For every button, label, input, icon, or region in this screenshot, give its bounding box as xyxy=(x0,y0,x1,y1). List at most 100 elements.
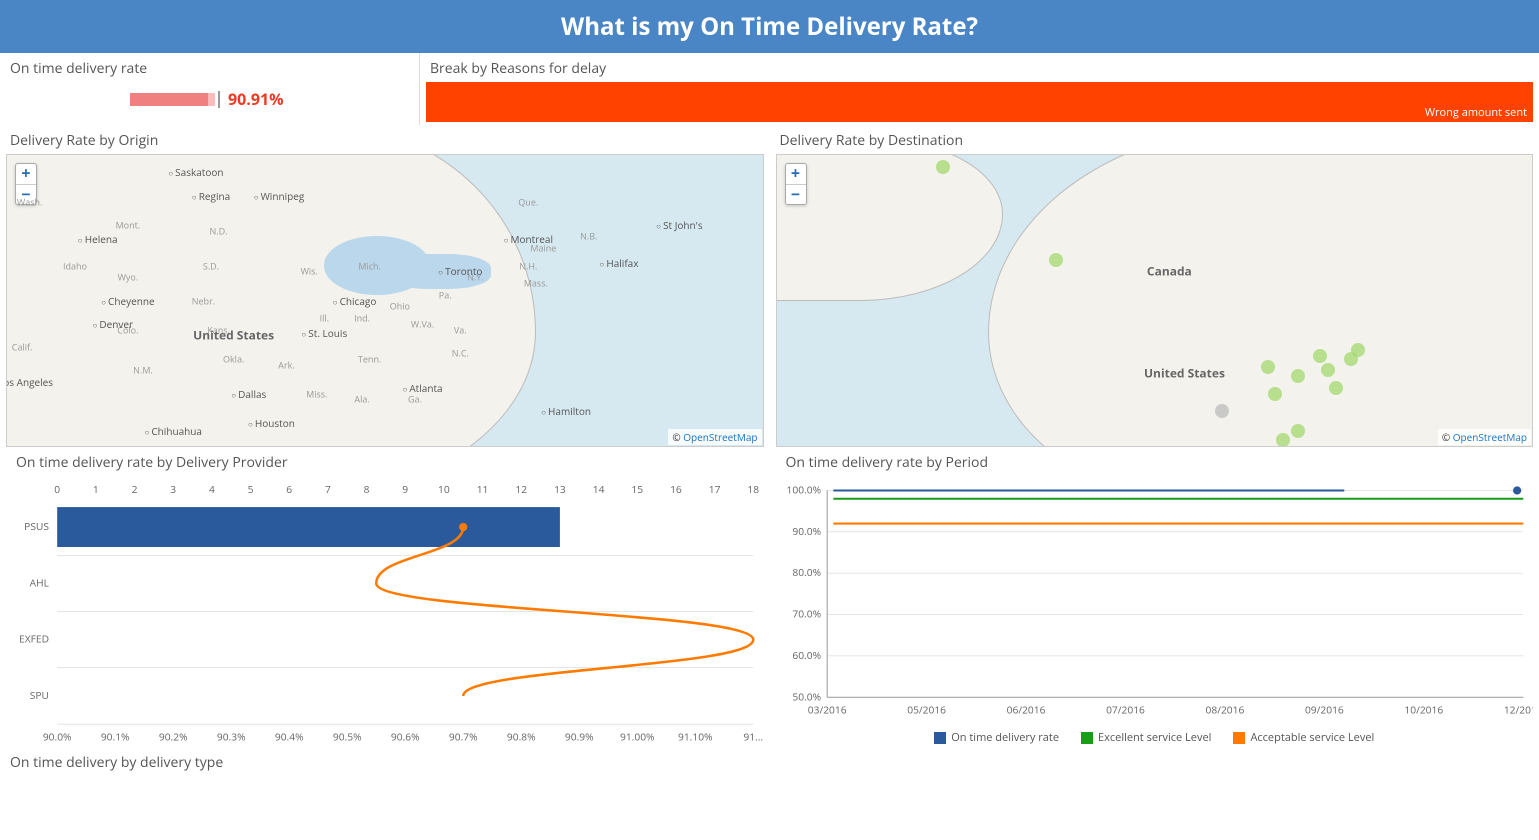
map-country-label: United States xyxy=(193,327,274,344)
svg-text:15: 15 xyxy=(631,482,643,496)
map-dest-attribution: © OpenStreetMap xyxy=(1438,429,1531,445)
map-city-label: Halifax xyxy=(599,256,638,270)
map-data-dot[interactable] xyxy=(1291,369,1305,383)
svg-text:90.0%: 90.0% xyxy=(792,524,821,538)
period-chart[interactable]: 50.0%60.0%70.0%80.0%90.0%100.0%03/201605… xyxy=(776,476,1534,747)
svg-text:60.0%: 60.0% xyxy=(792,648,821,662)
svg-text:12: 12 xyxy=(515,482,527,496)
svg-text:90.0%: 90.0% xyxy=(43,729,72,743)
map-data-dot[interactable] xyxy=(1215,404,1229,418)
charts-row: On time delivery rate by Delivery Provid… xyxy=(0,447,1539,747)
map-data-dot[interactable] xyxy=(1261,360,1275,374)
svg-text:90.9%: 90.9% xyxy=(565,729,594,743)
maps-row: Delivery Rate by Origin + − © OpenStreet… xyxy=(0,125,1539,447)
map-state-label: Ala. xyxy=(354,393,369,406)
page-header: What is my On Time Delivery Rate? xyxy=(0,0,1539,53)
legend-item[interactable]: Excellent service Level xyxy=(1081,730,1211,745)
map-city-label: Toronto xyxy=(438,264,482,278)
map-state-label: S.D. xyxy=(203,259,219,272)
map-state-label: Wyo. xyxy=(118,271,139,284)
map-data-dot[interactable] xyxy=(1329,381,1343,395)
map-dest-panel: Delivery Rate by Destination + − © OpenS… xyxy=(770,125,1539,447)
provider-chart-panel: On time delivery rate by Delivery Provid… xyxy=(0,447,770,747)
map-data-dot[interactable] xyxy=(936,160,950,174)
legend-swatch xyxy=(934,732,946,744)
svg-text:AHL: AHL xyxy=(30,575,50,589)
map-origin[interactable]: + − © OpenStreetMap Wash.Mont.N.D.IdahoS… xyxy=(6,154,764,447)
map-state-label: Mass. xyxy=(524,277,548,290)
map-data-dot[interactable] xyxy=(1276,433,1290,447)
svg-text:6: 6 xyxy=(286,482,292,496)
svg-text:03/2016: 03/2016 xyxy=(807,703,846,717)
map-state-label: N.M. xyxy=(133,364,153,377)
map-state-label: Ark. xyxy=(278,358,294,371)
footer-panel-title: On time delivery by delivery type xyxy=(0,747,1539,778)
svg-text:06/2016: 06/2016 xyxy=(1006,703,1045,717)
svg-text:EXFED: EXFED xyxy=(19,632,49,646)
map-data-dot[interactable] xyxy=(1351,343,1365,357)
map-state-label: Que. xyxy=(518,195,538,208)
zoom-in-button[interactable]: + xyxy=(16,164,36,184)
map-state-label: Calif. xyxy=(12,341,33,354)
svg-text:13: 13 xyxy=(554,482,566,496)
svg-text:10/2016: 10/2016 xyxy=(1404,703,1443,717)
svg-text:2: 2 xyxy=(132,482,138,496)
svg-text:05/2016: 05/2016 xyxy=(907,703,946,717)
map-destination[interactable]: + − © OpenStreetMap CanadaUnited States xyxy=(776,154,1534,447)
map-city-label: St John's xyxy=(656,218,703,232)
map-data-dot[interactable] xyxy=(1321,363,1335,377)
map-city-label: Houston xyxy=(248,416,295,430)
map-origin-attribution: © OpenStreetMap xyxy=(668,429,761,445)
svg-text:90.7%: 90.7% xyxy=(449,729,478,743)
svg-text:18: 18 xyxy=(747,482,759,496)
provider-chart[interactable]: 0123456789101112131415161718PSUSAHLEXFED… xyxy=(6,476,764,747)
period-chart-panel: On time delivery rate by Period 50.0%60.… xyxy=(770,447,1539,747)
map-city-label: Montreal xyxy=(504,232,553,246)
kpi-bar xyxy=(130,93,215,106)
svg-text:80.0%: 80.0% xyxy=(792,565,821,579)
kpi-row: On time delivery rate 90.91% Break by Re… xyxy=(0,53,1539,125)
kpi-target-tick xyxy=(218,91,220,108)
legend-label: Acceptable service Level xyxy=(1250,730,1374,745)
map-state-label: Ind. xyxy=(354,311,370,324)
map-city-label: Saskatoon xyxy=(168,165,223,179)
svg-text:16: 16 xyxy=(670,482,682,496)
svg-text:90.6%: 90.6% xyxy=(391,729,420,743)
svg-text:PSUS: PSUS xyxy=(24,519,49,533)
svg-text:3: 3 xyxy=(170,482,176,496)
zoom-out-button[interactable]: − xyxy=(786,184,806,204)
kpi-title: On time delivery rate xyxy=(0,53,419,82)
svg-text:91.10%: 91.10% xyxy=(678,729,713,743)
legend-swatch xyxy=(1233,732,1245,744)
map-state-label: Mich. xyxy=(358,259,381,272)
break-title: Break by Reasons for delay xyxy=(420,53,1539,82)
svg-text:90.2%: 90.2% xyxy=(159,729,188,743)
map-city-label: Winnipeg xyxy=(254,189,305,203)
map-state-label: N.D. xyxy=(210,224,228,237)
legend-label: On time delivery rate xyxy=(951,730,1059,745)
map-data-dot[interactable] xyxy=(1313,349,1327,363)
osm-link[interactable]: OpenStreetMap xyxy=(1453,430,1527,444)
svg-text:100.0%: 100.0% xyxy=(786,483,821,497)
legend-item[interactable]: On time delivery rate xyxy=(934,730,1059,745)
svg-text:9: 9 xyxy=(402,482,408,496)
svg-text:11: 11 xyxy=(477,482,489,496)
page-title: What is my On Time Delivery Rate? xyxy=(561,10,978,43)
break-panel: Break by Reasons for delay Wrong amount … xyxy=(420,53,1539,125)
map-state-label: Ga. xyxy=(408,393,422,406)
legend-item[interactable]: Acceptable service Level xyxy=(1233,730,1374,745)
zoom-in-button[interactable]: + xyxy=(786,164,806,184)
map-data-dot[interactable] xyxy=(1291,424,1305,438)
osm-link[interactable]: OpenStreetMap xyxy=(683,430,757,444)
map-origin-panel: Delivery Rate by Origin + − © OpenStreet… xyxy=(0,125,770,447)
map-state-label: Va. xyxy=(454,323,467,336)
svg-text:5: 5 xyxy=(248,482,254,496)
svg-text:14: 14 xyxy=(593,482,605,496)
map-city-label: Chicago xyxy=(333,294,377,308)
kpi-value: 90.91% xyxy=(228,88,284,110)
break-bar[interactable]: Wrong amount sent xyxy=(426,82,1533,122)
map-data-dot[interactable] xyxy=(1268,387,1282,401)
svg-text:90.1%: 90.1% xyxy=(101,729,130,743)
map-country-label: Canada xyxy=(1147,263,1192,280)
map-data-dot[interactable] xyxy=(1049,253,1063,267)
